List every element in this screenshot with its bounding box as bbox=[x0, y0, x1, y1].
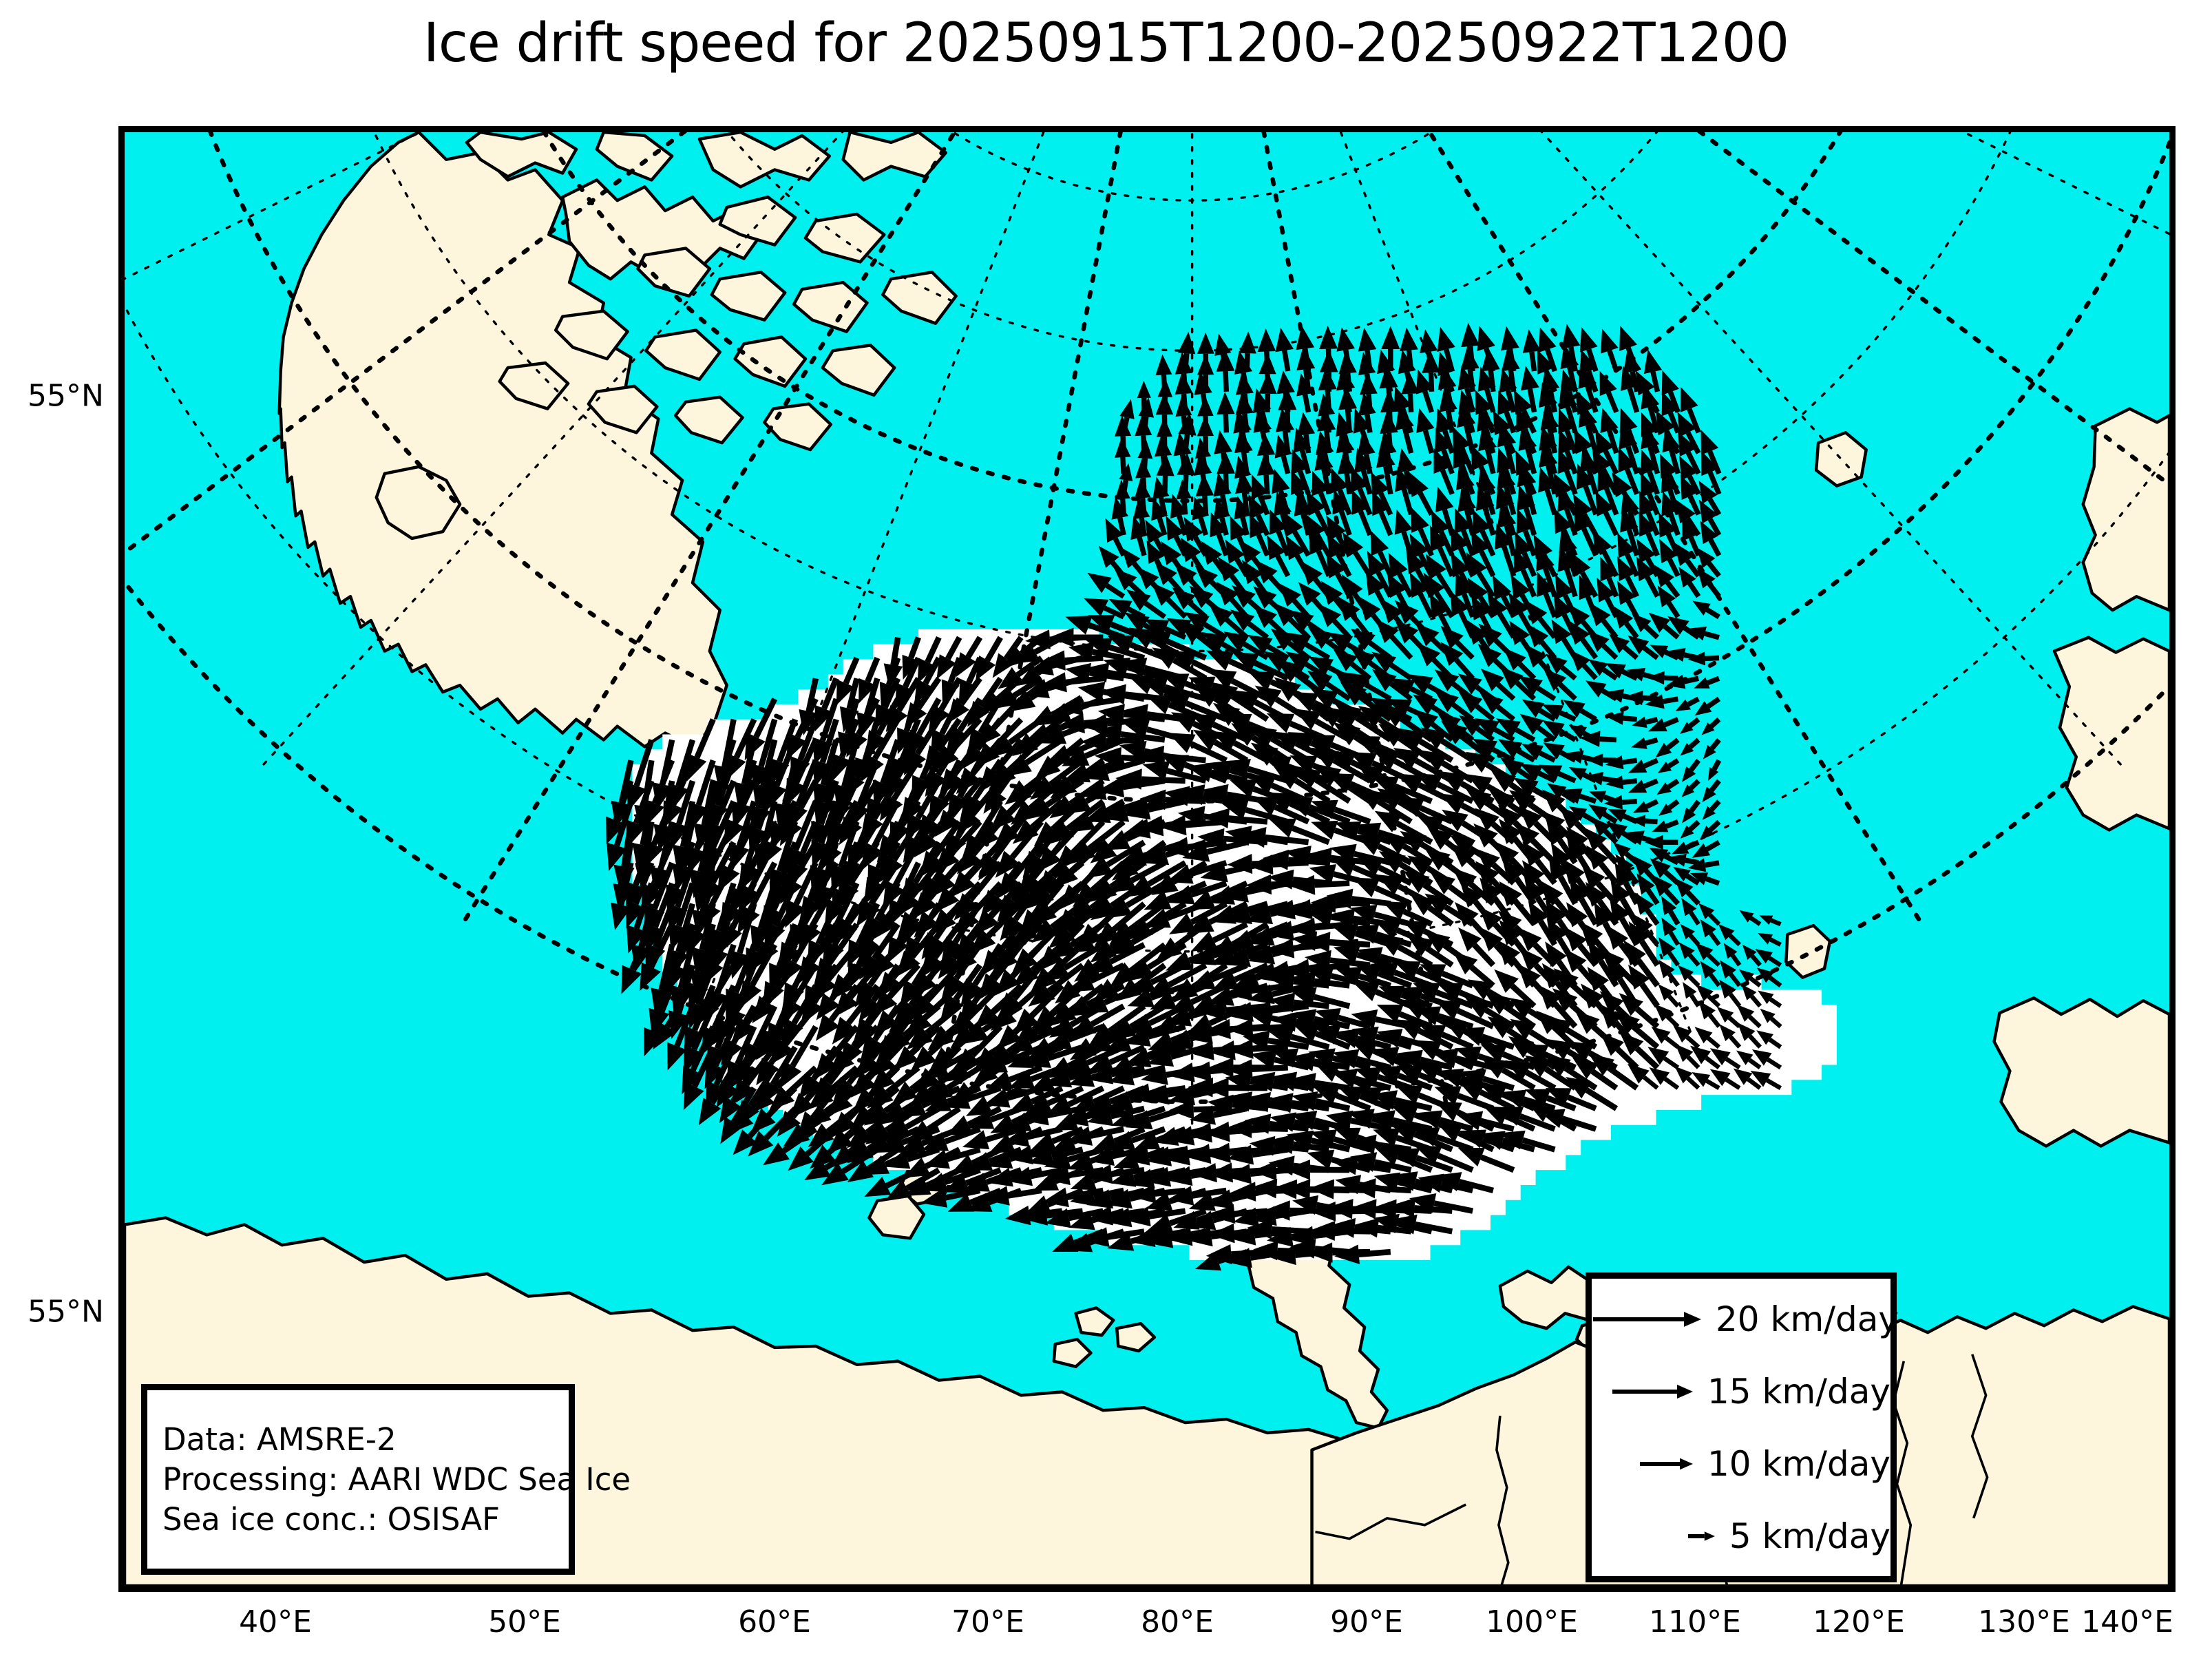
lon-tick-label: 70°E bbox=[951, 1604, 1024, 1640]
ice-drift-vector-field bbox=[606, 322, 1782, 1271]
legend-label: 15 km/day bbox=[1707, 1371, 1890, 1412]
lon-tick-label: 50°E bbox=[488, 1604, 561, 1640]
legend-arrow-cell bbox=[1592, 1522, 1720, 1550]
legend-arrow-cell bbox=[1592, 1450, 1698, 1478]
map-canvas bbox=[125, 132, 2169, 1586]
attribution-line: Processing: AARI WDC Sea Ice bbox=[162, 1460, 631, 1498]
lon-tick-label: 140°E bbox=[2081, 1604, 2173, 1640]
legend-row: 10 km/day bbox=[1592, 1429, 1890, 1498]
legend-label: 20 km/day bbox=[1716, 1299, 1899, 1339]
lon-tick-label: 120°E bbox=[1813, 1604, 1905, 1640]
lon-tick-label: 130°E bbox=[1978, 1604, 2070, 1640]
legend-scale-arrow-icon bbox=[1593, 1311, 1701, 1327]
lon-tick-label: 60°E bbox=[738, 1604, 811, 1640]
vector-scale-legend: 20 km/day 15 km/day 10 km/day 5 km/day bbox=[1586, 1272, 1899, 1582]
legend-arrow-cell bbox=[1592, 1306, 1706, 1333]
attribution-box: Data: AMSRE-2 Processing: AARI WDC Sea Ic… bbox=[141, 1384, 631, 1575]
legend-scale-arrow-icon bbox=[1687, 1531, 1715, 1541]
lon-tick-label: 40°E bbox=[239, 1604, 312, 1640]
legend-scale-arrow-icon bbox=[1640, 1458, 1693, 1469]
lat-tick-label: 55°N bbox=[28, 378, 104, 414]
legend-label: 10 km/day bbox=[1707, 1443, 1890, 1484]
lon-tick-label: 110°E bbox=[1649, 1604, 1741, 1640]
lon-tick-label: 80°E bbox=[1141, 1604, 1214, 1640]
legend-label: 5 km/day bbox=[1729, 1516, 1890, 1556]
page-title: Ice drift speed for 20250915T1200-202509… bbox=[423, 12, 1789, 74]
attribution-line: Sea ice conc.: OSISAF bbox=[162, 1500, 500, 1538]
lon-tick-label: 90°E bbox=[1330, 1604, 1403, 1640]
attribution-line: Data: AMSRE-2 bbox=[162, 1421, 397, 1458]
lat-tick-label: 55°N bbox=[28, 1294, 104, 1330]
lon-tick-label: 100°E bbox=[1486, 1604, 1578, 1640]
legend-row: 5 km/day bbox=[1592, 1502, 1890, 1571]
legend-row: 20 km/day bbox=[1592, 1285, 1899, 1354]
legend-arrow-cell bbox=[1592, 1378, 1698, 1405]
legend-row: 15 km/day bbox=[1592, 1357, 1890, 1426]
map-plot-area bbox=[118, 126, 2176, 1592]
legend-scale-arrow-icon bbox=[1612, 1384, 1693, 1399]
